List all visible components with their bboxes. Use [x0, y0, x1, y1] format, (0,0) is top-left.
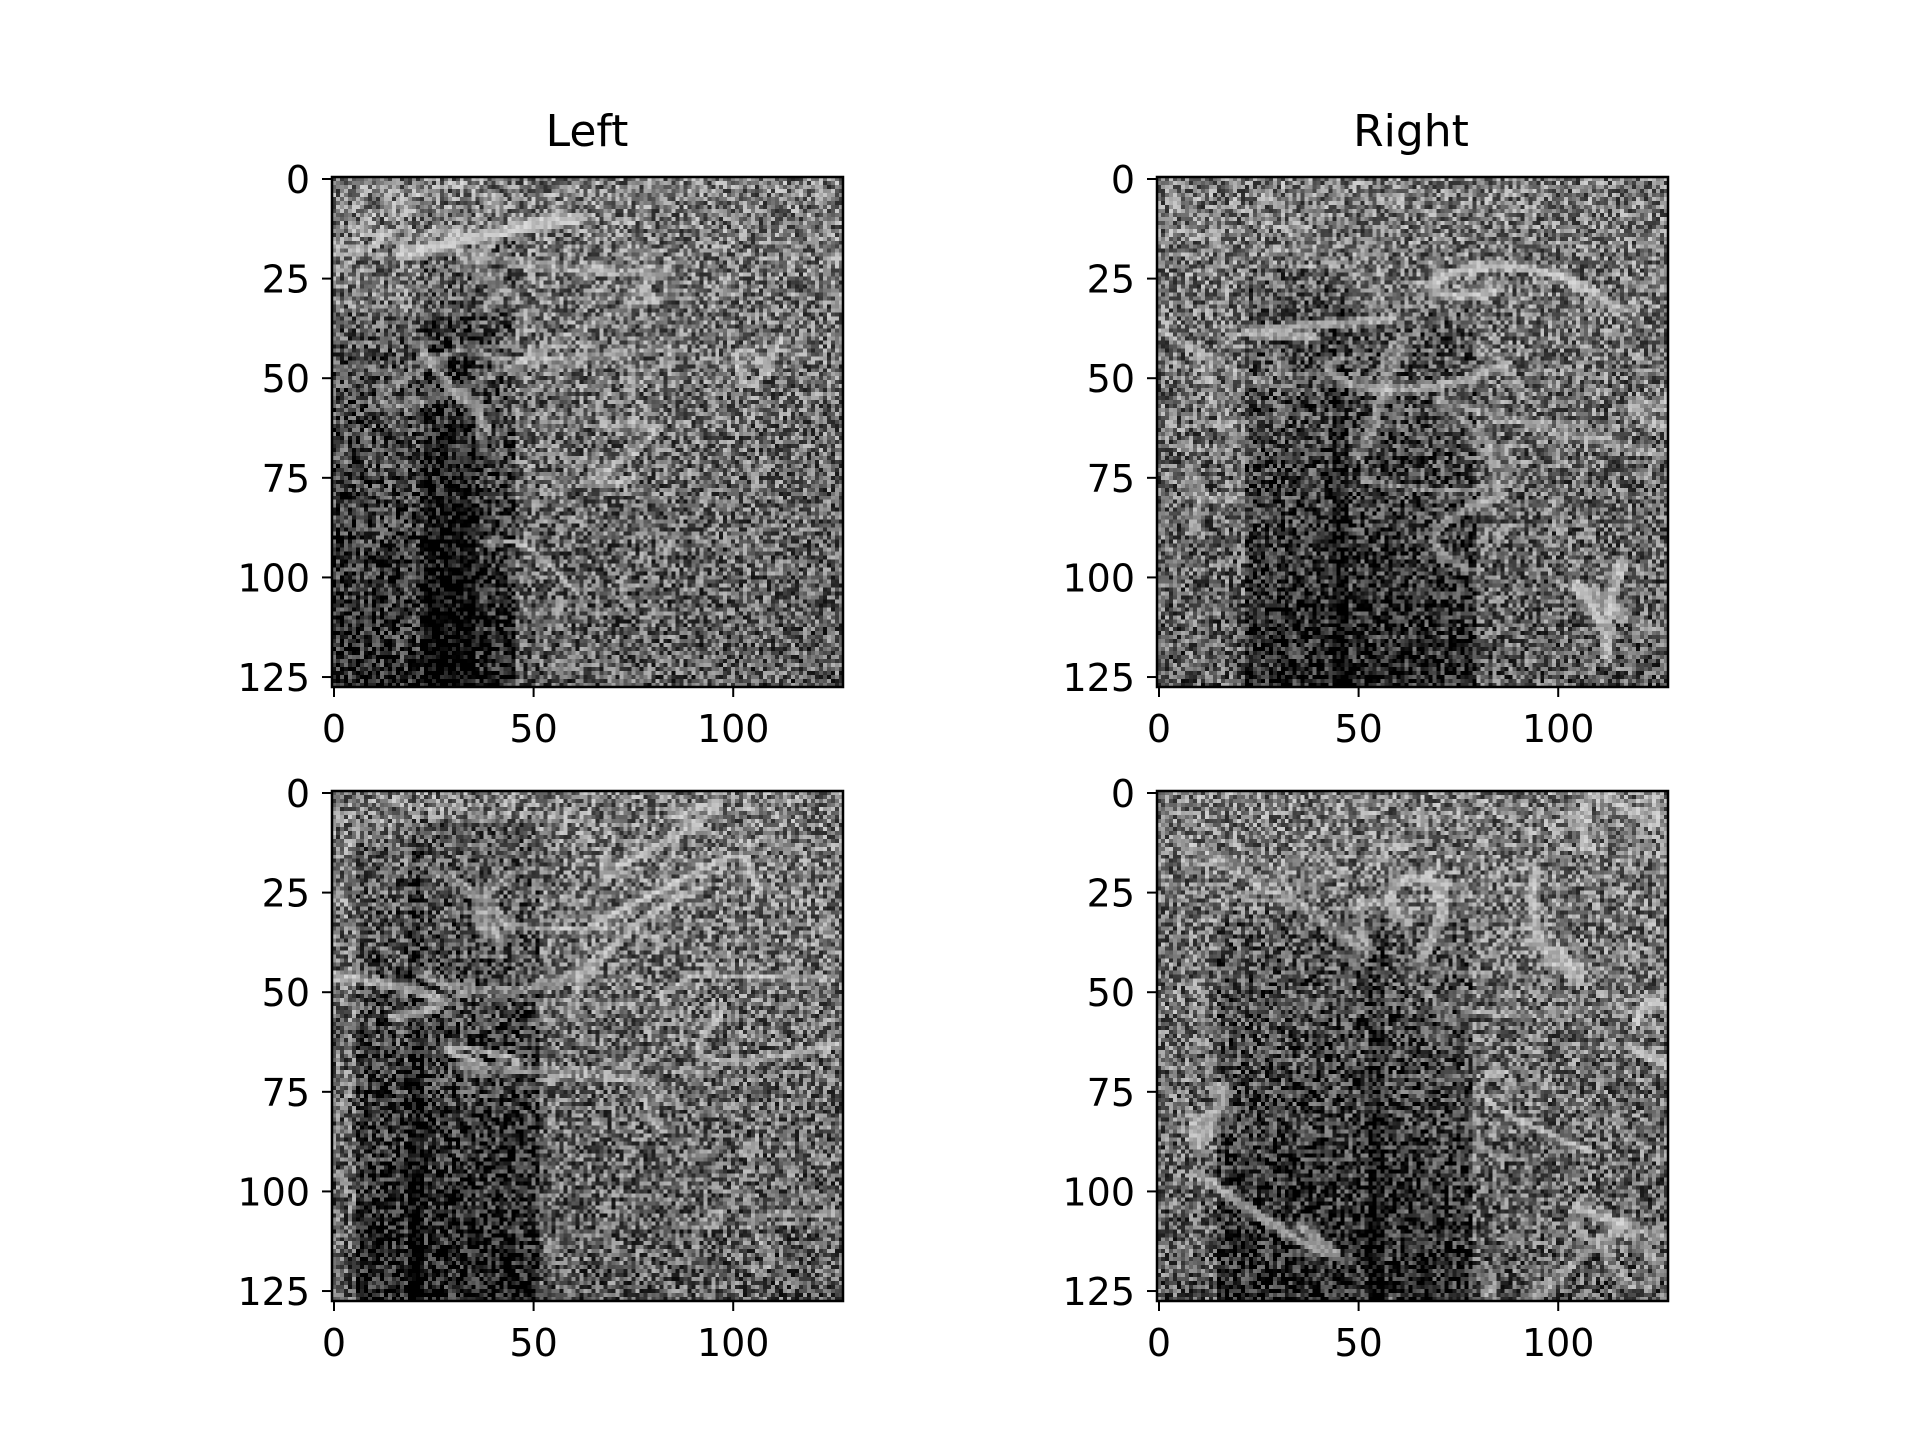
ytick-label-right-bottom-5: 125 [1062, 1270, 1135, 1314]
ytick-label-right-top-2: 50 [1087, 357, 1135, 401]
xtick-label-left-top-0: 0 [322, 707, 346, 751]
ytick-label-right-top-1: 25 [1087, 258, 1135, 302]
image-right-top [1157, 177, 1668, 687]
ytick-label-left-top-4: 100 [237, 556, 310, 600]
ytick-label-left-bottom-0: 0 [286, 772, 310, 816]
ytick-label-right-top-5: 125 [1062, 656, 1135, 700]
ytick-label-left-bottom-1: 25 [262, 872, 310, 916]
image-left-bottom [332, 791, 843, 1301]
ytick-label-right-top-0: 0 [1111, 158, 1135, 202]
xtick-label-right-top-2: 100 [1522, 707, 1595, 751]
ytick-label-left-bottom-5: 125 [237, 1270, 310, 1314]
ytick-label-right-bottom-3: 75 [1087, 1071, 1135, 1115]
ytick-label-right-top-3: 75 [1087, 457, 1135, 501]
xtick-label-left-top-2: 100 [697, 707, 770, 751]
ytick-label-left-top-1: 25 [262, 258, 310, 302]
ytick-label-left-bottom-4: 100 [237, 1170, 310, 1214]
panel-left-top: 0 25 50 75 100 125 0 50 100 [237, 158, 843, 751]
ytick-label-right-bottom-1: 25 [1087, 872, 1135, 916]
xtick-label-left-bottom-1: 50 [509, 1321, 557, 1365]
ytick-label-right-bottom-4: 100 [1062, 1170, 1135, 1214]
xtick-label-right-bottom-1: 50 [1334, 1321, 1382, 1365]
ytick-label-right-top-4: 100 [1062, 556, 1135, 600]
panel-right-bottom: 0 25 50 75 100 125 0 50 100 [1062, 772, 1668, 1365]
ytick-label-left-top-3: 75 [262, 457, 310, 501]
panel-left-bottom: 0 25 50 75 100 125 0 50 100 [237, 772, 843, 1365]
panel-right-top: 0 25 50 75 100 125 0 50 100 [1062, 158, 1668, 751]
xtick-label-left-bottom-2: 100 [697, 1321, 770, 1365]
ytick-label-right-bottom-2: 50 [1087, 971, 1135, 1015]
xtick-label-right-bottom-2: 100 [1522, 1321, 1595, 1365]
xtick-label-left-bottom-0: 0 [322, 1321, 346, 1365]
ytick-label-left-top-2: 50 [262, 357, 310, 401]
ytick-label-left-top-5: 125 [237, 656, 310, 700]
ytick-label-right-bottom-0: 0 [1111, 772, 1135, 816]
ytick-label-left-top-0: 0 [286, 158, 310, 202]
title-left: Left [546, 106, 629, 157]
title-right: Right [1353, 106, 1469, 157]
image-left-top [332, 177, 843, 687]
image-right-bottom [1157, 791, 1668, 1301]
xtick-label-right-bottom-0: 0 [1147, 1321, 1171, 1365]
xtick-label-right-top-1: 50 [1334, 707, 1382, 751]
xtick-label-left-top-1: 50 [509, 707, 557, 751]
xtick-label-right-top-0: 0 [1147, 707, 1171, 751]
ytick-label-left-bottom-3: 75 [262, 1071, 310, 1115]
ytick-label-left-bottom-2: 50 [262, 971, 310, 1015]
